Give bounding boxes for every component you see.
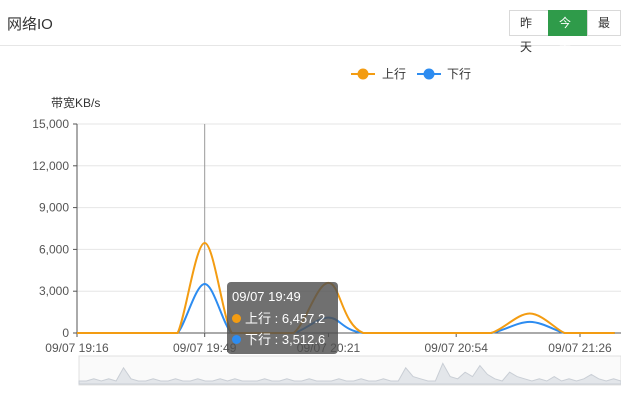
y-tick-label: 6,000 bbox=[39, 242, 69, 256]
panel-title: 网络IO bbox=[7, 16, 53, 33]
legend-download-marker bbox=[423, 68, 435, 80]
zoom-preview-area bbox=[78, 362, 621, 385]
legend-upload-label[interactable]: 上行 bbox=[382, 67, 406, 81]
tooltip-title: 09/07 19:49 bbox=[232, 289, 301, 304]
panel-header: 网络IO 昨天 今天 最 bbox=[0, 0, 621, 54]
legend: 上行 下行 bbox=[351, 67, 471, 81]
tooltip-row-download: 下行 : 3,512.6 bbox=[232, 329, 333, 350]
range-button-group: 昨天 今天 最 bbox=[509, 10, 621, 54]
y-tick-label: 15,000 bbox=[32, 117, 69, 131]
y-tick-label: 9,000 bbox=[39, 201, 69, 215]
tooltip-upload-value: 上行 : 6,457.2 bbox=[245, 311, 326, 326]
tooltip-row-upload: 上行 : 6,457.2 bbox=[232, 308, 333, 329]
tooltip-upload-dot bbox=[232, 314, 241, 323]
today-button[interactable]: 今天 bbox=[547, 10, 588, 54]
legend-upload-marker bbox=[357, 68, 369, 80]
tooltip-download-value: 下行 : 3,512.6 bbox=[245, 332, 326, 347]
x-tick-label: 09/07 21:26 bbox=[548, 341, 612, 355]
y-tick-label: 12,000 bbox=[32, 159, 69, 173]
grid-lines bbox=[76, 123, 621, 334]
legend-download-label[interactable]: 下行 bbox=[447, 67, 471, 81]
y-tick-label: 0 bbox=[62, 326, 69, 340]
series-line-upload bbox=[76, 242, 615, 335]
recent-button[interactable]: 最 bbox=[586, 10, 621, 36]
zoom-slider[interactable] bbox=[78, 355, 621, 386]
x-tick-label: 09/07 20:54 bbox=[424, 341, 488, 355]
y-tick-label: 3,000 bbox=[39, 284, 69, 298]
x-tick-label: 09/07 19:49 bbox=[173, 341, 237, 355]
series-lines bbox=[76, 242, 615, 335]
x-tick-label: 09/07 19:16 bbox=[45, 341, 109, 355]
y-axis-label: 带宽KB/s bbox=[51, 95, 100, 110]
y-axis-ticks: 0 3,000 6,000 9,000 12,000 15,000 bbox=[32, 117, 77, 340]
tooltip: 09/07 19:49 上行 : 6,457.2 下行 : 3,512.6 bbox=[227, 282, 338, 354]
tooltip-download-dot bbox=[232, 335, 241, 344]
